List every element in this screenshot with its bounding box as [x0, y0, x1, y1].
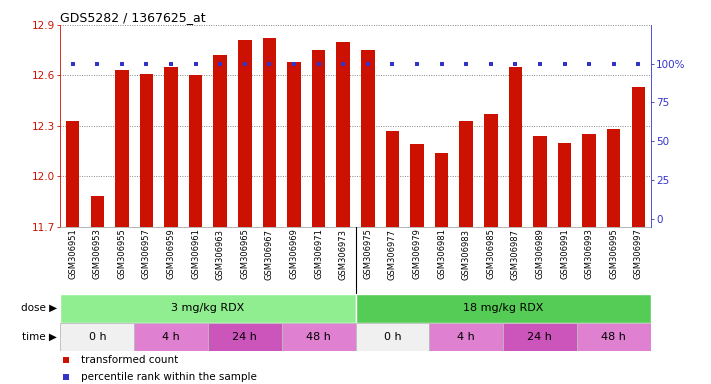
Text: 24 h: 24 h: [232, 332, 257, 342]
Text: GSM306967: GSM306967: [265, 228, 274, 280]
Bar: [134, 323, 208, 351]
Text: GSM306975: GSM306975: [363, 228, 373, 280]
Text: GSM306995: GSM306995: [609, 228, 618, 279]
Bar: [577, 323, 651, 351]
Text: GSM306951: GSM306951: [68, 228, 77, 279]
Bar: [429, 323, 503, 351]
Text: 18 mg/kg RDX: 18 mg/kg RDX: [463, 303, 543, 313]
Bar: [435, 152, 449, 227]
Bar: [164, 67, 178, 227]
Text: GSM306965: GSM306965: [240, 228, 250, 280]
Text: 0 h: 0 h: [88, 332, 106, 342]
Bar: [336, 42, 350, 227]
Text: GSM306961: GSM306961: [191, 228, 201, 280]
Text: GSM306989: GSM306989: [535, 228, 545, 280]
Text: GDS5282 / 1367625_at: GDS5282 / 1367625_at: [60, 11, 206, 24]
Text: GSM306993: GSM306993: [584, 228, 594, 280]
Bar: [312, 50, 326, 227]
Text: GSM306973: GSM306973: [338, 228, 348, 280]
Bar: [60, 323, 134, 351]
Text: 48 h: 48 h: [306, 332, 331, 342]
Bar: [484, 114, 498, 227]
Bar: [459, 121, 473, 227]
Bar: [631, 87, 645, 227]
Bar: [262, 38, 276, 227]
Text: GSM306957: GSM306957: [142, 228, 151, 280]
Bar: [508, 67, 522, 227]
Text: GSM306969: GSM306969: [289, 228, 299, 280]
Text: GSM306953: GSM306953: [93, 228, 102, 280]
Bar: [410, 144, 424, 227]
Text: GSM306997: GSM306997: [634, 228, 643, 280]
Bar: [60, 294, 356, 323]
Text: 24 h: 24 h: [528, 332, 552, 342]
Bar: [282, 323, 356, 351]
Text: time ▶: time ▶: [22, 332, 57, 342]
Bar: [385, 131, 399, 227]
Bar: [503, 323, 577, 351]
Bar: [115, 70, 129, 227]
Text: transformed count: transformed count: [81, 356, 178, 366]
Bar: [607, 129, 621, 227]
Bar: [557, 142, 571, 227]
Text: GSM306987: GSM306987: [510, 228, 520, 280]
Text: GSM306959: GSM306959: [166, 228, 176, 279]
Bar: [189, 75, 203, 227]
Text: GSM306979: GSM306979: [412, 228, 422, 280]
Text: GSM306971: GSM306971: [314, 228, 323, 280]
Bar: [356, 323, 429, 351]
Text: GSM306963: GSM306963: [215, 228, 225, 280]
Bar: [238, 40, 252, 227]
Bar: [356, 294, 651, 323]
Text: GSM306955: GSM306955: [117, 228, 127, 279]
Bar: [533, 136, 547, 227]
Text: 4 h: 4 h: [162, 332, 180, 342]
Text: 0 h: 0 h: [383, 332, 401, 342]
Bar: [208, 323, 282, 351]
Bar: [582, 134, 596, 227]
Text: GSM306985: GSM306985: [486, 228, 496, 280]
Bar: [140, 74, 154, 227]
Text: GSM306977: GSM306977: [388, 228, 397, 280]
Text: 3 mg/kg RDX: 3 mg/kg RDX: [171, 303, 245, 313]
Text: 48 h: 48 h: [602, 332, 626, 342]
Text: GSM306983: GSM306983: [461, 228, 471, 280]
Bar: [66, 121, 80, 227]
Text: 4 h: 4 h: [457, 332, 475, 342]
Bar: [361, 50, 375, 227]
Text: percentile rank within the sample: percentile rank within the sample: [81, 372, 257, 382]
Bar: [287, 62, 301, 227]
Bar: [213, 55, 227, 227]
Text: dose ▶: dose ▶: [21, 303, 57, 313]
Text: GSM306981: GSM306981: [437, 228, 446, 280]
Text: GSM306991: GSM306991: [560, 228, 569, 279]
Bar: [90, 196, 104, 227]
